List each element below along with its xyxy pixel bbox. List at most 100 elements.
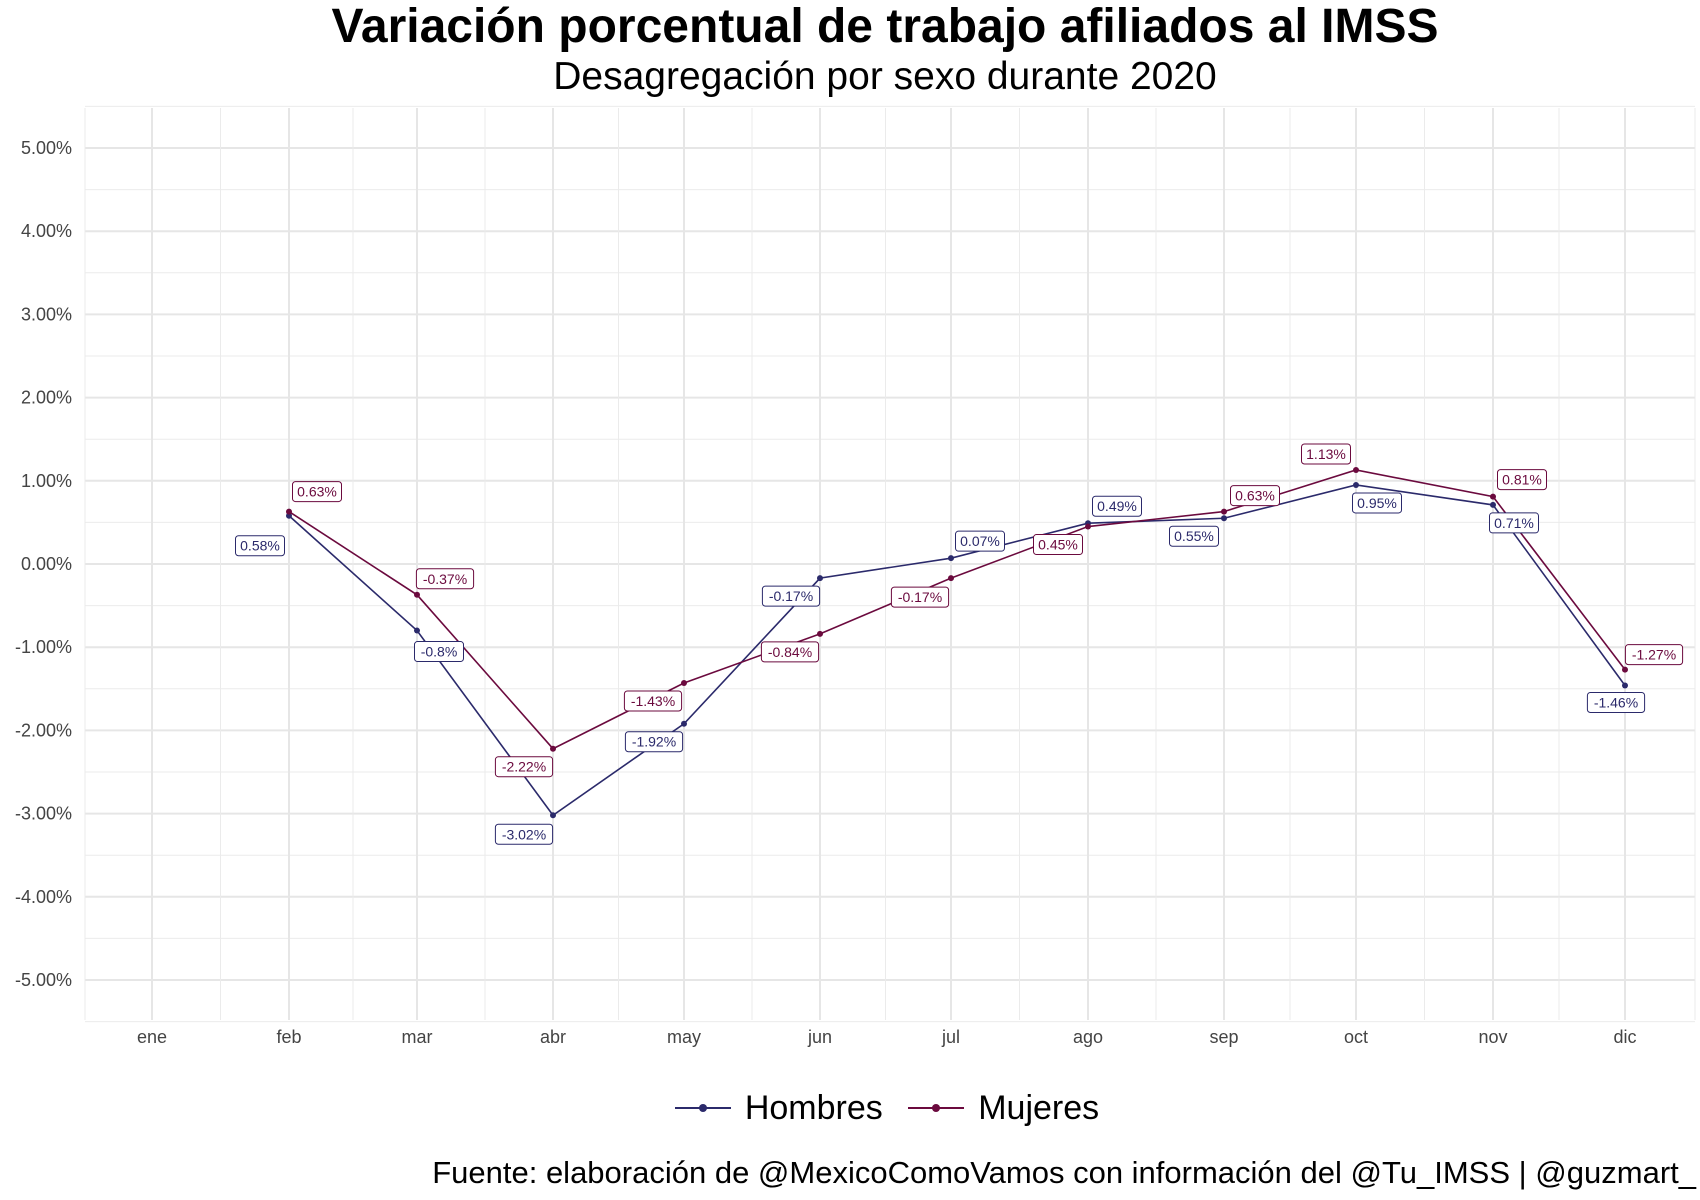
data-label-box: [1033, 534, 1083, 556]
x-tick-label: jun: [807, 1027, 832, 1047]
y-tick-label: -5.00%: [15, 970, 72, 990]
data-label-text: 0.63%: [297, 484, 337, 500]
data-point-mujeres: [1622, 666, 1628, 673]
data-point-hombres: [1221, 515, 1227, 522]
data-label-mujeres: 0.81%: [1497, 469, 1547, 491]
x-tick-label: may: [667, 1027, 701, 1047]
data-label-text: -1.27%: [1632, 647, 1676, 663]
data-label-mujeres: 0.63%: [1230, 485, 1280, 507]
x-tick-label: mar: [402, 1027, 433, 1047]
legend: Hombres Mujeres: [0, 1088, 1700, 1128]
legend-key-mujeres: [904, 1098, 968, 1118]
y-tick-label: 1.00%: [21, 471, 72, 491]
x-tick-label: sep: [1209, 1027, 1238, 1047]
x-tick-label: ene: [137, 1027, 167, 1047]
data-label-text: -1.43%: [631, 693, 675, 709]
data-label-box: [1169, 525, 1219, 547]
data-label-box: [1624, 644, 1684, 666]
x-tick-label: nov: [1478, 1027, 1507, 1047]
data-label-hombres: -0.17%: [761, 585, 821, 607]
y-tick-label: 3.00%: [21, 304, 72, 324]
x-tick-label: oct: [1344, 1027, 1368, 1047]
chart-title: Variación porcentual de trabajo afiliado…: [331, 0, 1439, 53]
data-point-hombres: [817, 575, 823, 582]
x-axis-ticks: ene feb mar abr may jun jul ago sep oct nov dic: [137, 1027, 1637, 1047]
y-tick-label: -1.00%: [15, 637, 72, 657]
data-label-text: -0.8%: [421, 644, 458, 660]
data-point-mujeres: [1085, 523, 1091, 530]
data-label-hombres: 0.58%: [235, 535, 285, 557]
x-tick-label: dic: [1613, 1027, 1636, 1047]
data-label-hombres: 0.71%: [1489, 512, 1539, 534]
data-label-box: [760, 641, 820, 663]
line-chart: -5.00% -4.00% -3.00% -2.00% -1.00% 0.00% 1.00%…: [15, 105, 1696, 1047]
data-point-hombres: [681, 720, 687, 727]
data-label-box: [1230, 485, 1280, 507]
data-label-text: 0.71%: [1494, 515, 1534, 531]
caption: Fuente: elaboración de @MexicoComoVamos …: [432, 1155, 1696, 1190]
data-label-mujeres: -0.84%: [760, 641, 820, 663]
data-point-hombres: [1490, 501, 1496, 508]
y-tick-label: 5.00%: [21, 138, 72, 158]
data-label-box: [1352, 492, 1402, 514]
y-tick-label: 4.00%: [21, 221, 72, 241]
legend-key-hombres: [671, 1098, 735, 1118]
series-layer: [286, 466, 1628, 819]
data-label-text: -1.46%: [1594, 694, 1638, 710]
data-label-hombres: 0.55%: [1169, 525, 1219, 547]
data-label-box: [494, 756, 554, 778]
y-tick-label: -3.00%: [15, 804, 72, 824]
data-point-mujeres: [1221, 508, 1227, 515]
data-point-hombres: [550, 812, 556, 819]
x-tick-label: abr: [540, 1027, 566, 1047]
data-point-mujeres: [817, 630, 823, 637]
data-label-box: [761, 585, 821, 607]
data-point-hombres: [1353, 481, 1359, 488]
data-point-hombres: [286, 512, 292, 519]
data-label-text: 0.45%: [1038, 537, 1078, 553]
data-label-hombres: 0.49%: [1092, 495, 1142, 517]
data-label-text: 0.49%: [1097, 498, 1137, 514]
data-point-hombres: [948, 555, 954, 562]
data-label-hombres: 0.07%: [955, 530, 1005, 552]
data-point-mujeres: [1490, 493, 1496, 500]
data-label-hombres: -1.92%: [624, 731, 684, 753]
data-label-text: 0.63%: [1235, 488, 1275, 504]
data-label-text: -0.17%: [898, 589, 942, 605]
data-label-box: [1489, 512, 1539, 534]
data-label-box: [1586, 691, 1646, 713]
data-label-box: [292, 481, 342, 503]
data-label-mujeres: 1.13%: [1301, 443, 1351, 465]
data-label-text: 0.81%: [1502, 472, 1542, 488]
data-label-hombres: 0.95%: [1352, 492, 1402, 514]
data-label-mujeres: 0.63%: [292, 481, 342, 503]
data-label-box: [414, 641, 464, 663]
data-label-text: 0.95%: [1357, 495, 1397, 511]
legend-item-mujeres: Mujeres: [904, 1089, 1099, 1128]
data-label-text: 0.55%: [1174, 528, 1214, 544]
data-label-box: [623, 690, 683, 712]
data-label-mujeres: -0.17%: [890, 586, 950, 608]
data-label-box: [890, 586, 950, 608]
y-axis-ticks: -5.00% -4.00% -3.00% -2.00% -1.00% 0.00% 1.00%…: [15, 138, 72, 990]
data-label-box: [1092, 495, 1142, 517]
y-tick-label: -4.00%: [15, 887, 72, 907]
chart-subtitle: Desagregación por sexo durante 2020: [553, 55, 1217, 98]
grid-layer: [84, 105, 1696, 1023]
legend-label-mujeres: Mujeres: [978, 1088, 1100, 1127]
data-point-mujeres: [948, 575, 954, 582]
data-point-hombres: [1622, 682, 1628, 689]
data-point-hombres: [414, 627, 420, 634]
data-label-text: 0.07%: [960, 533, 1000, 549]
data-label-text: 1.13%: [1306, 446, 1346, 462]
data-label-mujeres: 0.45%: [1033, 534, 1083, 556]
data-label-layer: 0.58% -0.8% -3.02% -1.92% -0.17% 0.07% 0.49% 0.…: [235, 443, 1684, 845]
data-label-mujeres: -2.22%: [494, 756, 554, 778]
y-tick-label: -2.00%: [15, 720, 72, 740]
data-label-text: 0.58%: [240, 538, 280, 554]
data-label-text: -2.22%: [502, 759, 546, 775]
data-label-box: [415, 568, 475, 590]
x-tick-label: jul: [941, 1027, 960, 1047]
legend-label-hombres: Hombres: [744, 1088, 883, 1127]
data-label-mujeres: -0.37%: [415, 568, 475, 590]
